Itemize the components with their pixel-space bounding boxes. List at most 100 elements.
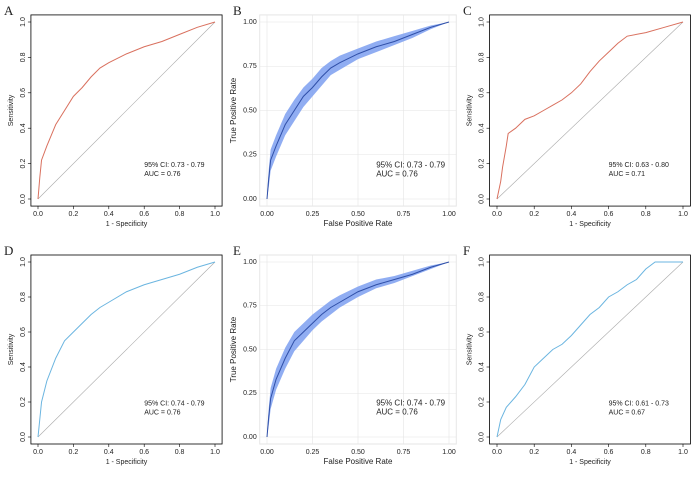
x-tick-label: 0.4 [567, 449, 577, 456]
panel-letter: F [463, 243, 470, 258]
x-tick-label: 0.2 [69, 211, 79, 218]
x-tick-label: 0.75 [397, 449, 411, 456]
y-tick-label: 0.6 [20, 327, 27, 337]
annotation: 95% CI: 0.73 - 0.79 [376, 160, 445, 169]
x-tick-label: 0.2 [529, 211, 539, 218]
reference-diagonal [496, 261, 684, 438]
x-axis-label: 1 - Specificity [106, 459, 148, 466]
y-tick-label: 1.0 [478, 17, 485, 27]
x-tick-label: 0.4 [104, 449, 114, 456]
annotation: AUC = 0.76 [144, 409, 180, 416]
y-tick-label: 0.2 [20, 397, 27, 407]
x-tick-label: 0.8 [641, 211, 651, 218]
x-tick-label: 0.0 [492, 449, 502, 456]
x-tick-label: 0.75 [397, 211, 411, 218]
y-tick-label: 0.00 [243, 196, 257, 203]
y-tick-label: 0.6 [478, 327, 485, 337]
annotation: AUC = 0.67 [609, 409, 645, 416]
y-tick-label: 1.00 [243, 19, 257, 26]
x-tick-label: 0.8 [175, 449, 185, 456]
annotation: AUC = 0.76 [144, 171, 180, 178]
x-tick-label: 0.6 [139, 449, 149, 456]
reference-diagonal [37, 21, 216, 200]
roc-curve [266, 21, 450, 200]
y-tick-label: 0.4 [20, 362, 27, 372]
x-axis-label: 1 - Specificity [106, 221, 148, 228]
roc-curve [266, 261, 450, 438]
y-tick-label: 0.0 [478, 432, 485, 442]
annotation: AUC = 0.71 [609, 171, 645, 178]
plot-frame [489, 254, 691, 445]
y-tick-label: 0.2 [478, 159, 485, 169]
panel-letter: B [233, 3, 242, 18]
roc-curve [37, 261, 216, 438]
plot-frame [30, 254, 223, 445]
y-tick-label: 1.0 [20, 257, 27, 267]
y-tick-label: 0.4 [478, 123, 485, 133]
roc-curve [496, 21, 684, 200]
x-tick-label: 0.6 [139, 211, 149, 218]
y-tick-label: 0.8 [20, 52, 27, 62]
x-tick-label: 0.6 [604, 449, 614, 456]
annotation: 95% CI: 0.74 - 0.79 [144, 400, 204, 407]
y-tick-label: 1.00 [243, 259, 257, 266]
y-tick-label: 1.0 [20, 17, 27, 27]
x-axis-label: 1 - Specificity [569, 221, 611, 228]
x-tick-label: 0.25 [306, 449, 320, 456]
plot-frame [489, 14, 691, 207]
y-tick-label: 0.2 [20, 159, 27, 169]
x-tick-label: 1.0 [678, 211, 688, 218]
x-tick-label: 1.0 [678, 449, 688, 456]
y-tick-label: 0.2 [478, 397, 485, 407]
y-tick-label: 1.0 [478, 257, 485, 267]
x-tick-label: 1.0 [210, 449, 220, 456]
y-tick-label: 0.4 [20, 123, 27, 133]
x-tick-label: 0.4 [104, 211, 114, 218]
x-tick-label: 1.0 [210, 211, 220, 218]
x-tick-label: 0.50 [351, 211, 365, 218]
panel-letter: E [233, 243, 241, 258]
x-axis-label: False Positive Rate [324, 219, 393, 228]
y-tick-label: 0.8 [478, 52, 485, 62]
annotation: 95% CI: 0.63 - 0.80 [609, 162, 669, 169]
panel-letter: D [4, 243, 13, 258]
y-tick-label: 0.0 [20, 432, 27, 442]
annotation: AUC = 0.76 [376, 169, 418, 178]
y-tick-label: 0.75 [243, 303, 257, 310]
x-axis-label: False Positive Rate [324, 457, 393, 466]
confidence-band [267, 262, 449, 437]
y-tick-label: 0.25 [243, 390, 257, 397]
y-tick-label: 0.6 [478, 88, 485, 98]
reference-diagonal [496, 21, 684, 200]
x-tick-label: 0.00 [260, 449, 274, 456]
annotation: 95% CI: 0.74 - 0.79 [376, 399, 445, 408]
y-tick-label: 0.4 [478, 362, 485, 372]
annotation: 95% CI: 0.73 - 0.79 [144, 162, 204, 169]
panel-letter: C [463, 3, 472, 18]
x-tick-label: 0.0 [492, 211, 502, 218]
x-tick-label: 0.8 [175, 211, 185, 218]
x-tick-label: 0.00 [260, 211, 274, 218]
reference-diagonal [37, 261, 216, 438]
x-tick-label: 0.2 [69, 449, 79, 456]
y-axis-label: Sensitivity [8, 333, 15, 365]
roc-curve [37, 21, 216, 200]
y-tick-label: 0.00 [243, 434, 257, 441]
panel-letter: A [4, 3, 14, 18]
x-tick-label: 0.0 [33, 211, 43, 218]
y-tick-label: 0.50 [243, 346, 257, 353]
x-axis-label: 1 - Specificity [569, 459, 611, 466]
y-tick-label: 0.25 [243, 152, 257, 159]
annotation: AUC = 0.76 [376, 408, 418, 417]
x-tick-label: 0.50 [351, 449, 365, 456]
y-tick-label: 0.8 [20, 292, 27, 302]
confidence-band [267, 22, 449, 199]
x-tick-label: 0.6 [604, 211, 614, 218]
x-tick-label: 0.8 [641, 449, 651, 456]
y-axis-label: Sensitivity [466, 333, 473, 365]
y-tick-label: 0.0 [478, 194, 485, 204]
y-tick-label: 0.75 [243, 63, 257, 70]
annotation: 95% CI: 0.61 - 0.73 [609, 400, 669, 407]
y-tick-label: 0.8 [478, 292, 485, 302]
